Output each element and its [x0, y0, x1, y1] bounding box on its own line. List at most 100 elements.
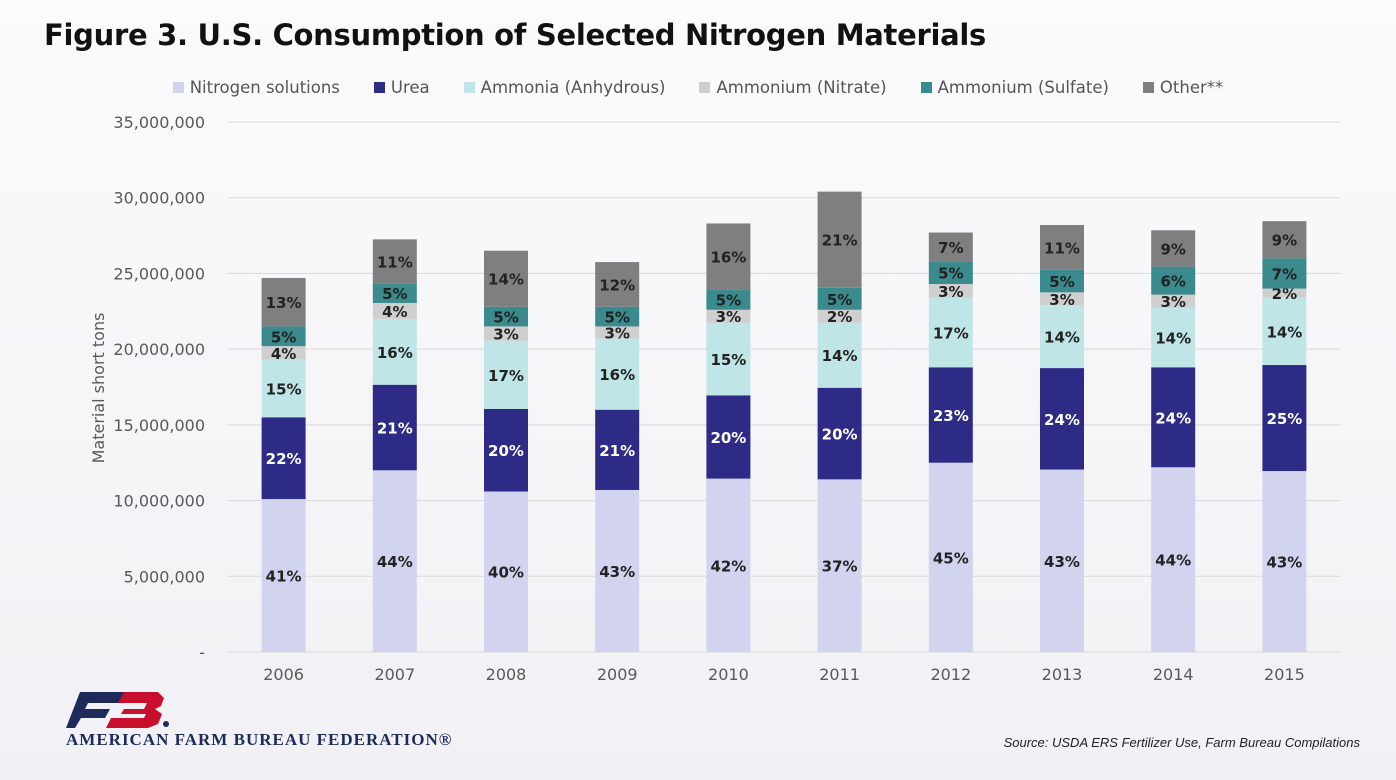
legend-swatch [373, 82, 385, 93]
legend-item: Ammonium (Nitrate) [699, 78, 887, 97]
legend-item: Other** [1142, 78, 1224, 97]
bar-segment [706, 478, 751, 652]
chart-legend: Nitrogen solutions Urea Ammonia (Anhydrous… [0, 78, 1396, 97]
x-tick-label: 2012 [930, 665, 971, 684]
bar-segment [928, 462, 973, 652]
bar-segment [1262, 471, 1307, 652]
bar-segment [372, 384, 417, 471]
data-label: 16% [599, 366, 635, 384]
data-label: 16% [710, 248, 746, 266]
data-label: 9% [1272, 232, 1297, 250]
bar-segment [1040, 292, 1084, 306]
y-tick-label: 15,000,000 [113, 416, 205, 435]
x-tick-label: 2008 [486, 665, 527, 684]
data-label: 40% [488, 564, 524, 582]
bar-segment [261, 417, 306, 500]
data-label: 5% [271, 328, 296, 346]
y-tick-label: 10,000,000 [113, 492, 205, 511]
legend-label: Ammonium (Nitrate) [716, 78, 887, 97]
bar-segment [595, 306, 640, 327]
data-label: 16% [377, 344, 413, 362]
bar-segment [1262, 288, 1307, 298]
bar-segment [372, 283, 417, 303]
bar-segment [372, 318, 417, 385]
legend-item: Ammonium (Sulfate) [920, 78, 1109, 97]
data-label: 9% [1160, 240, 1185, 258]
bar-segment [1151, 230, 1196, 267]
bar-segment [706, 223, 751, 290]
bar-segment [1151, 367, 1196, 468]
legend-label: Urea [390, 78, 430, 97]
data-label: 11% [1044, 239, 1080, 257]
y-tick-label: 30,000,000 [113, 189, 205, 208]
bar-segment [1262, 258, 1307, 289]
data-label: 4% [271, 345, 296, 363]
data-label: 5% [938, 265, 963, 283]
data-label: 24% [1155, 409, 1191, 427]
bar-segment [1040, 368, 1084, 470]
bar-segment [928, 232, 973, 262]
data-label: 5% [493, 309, 518, 327]
data-label: 3% [1049, 291, 1074, 309]
data-label: 14% [1044, 329, 1080, 347]
legend-swatch [920, 82, 932, 93]
data-label: 41% [266, 568, 302, 586]
data-label: 22% [266, 450, 302, 468]
data-label: 24% [1044, 411, 1080, 429]
bar-segment [1040, 269, 1084, 293]
bar-segment [1040, 224, 1084, 270]
legend-label: Ammonia (Anhydrous) [480, 78, 666, 97]
data-label: 44% [1155, 552, 1191, 570]
bar-segment [928, 297, 973, 368]
bar-segment [484, 340, 528, 409]
bar-segment [1151, 307, 1196, 368]
data-label: 21% [377, 420, 413, 438]
data-label: 3% [604, 324, 629, 342]
bar-segment [817, 287, 862, 310]
data-label: 11% [377, 253, 413, 271]
bar-segment [706, 309, 751, 323]
legend-label: Nitrogen solutions [189, 78, 340, 97]
data-label: 21% [599, 442, 635, 460]
data-label: 20% [488, 442, 524, 460]
bar-segment [261, 499, 306, 652]
bar-segment [1040, 305, 1084, 369]
bar-segment [261, 359, 306, 418]
legend-item: Urea [373, 78, 430, 97]
legend-swatch [463, 82, 475, 93]
data-label: 3% [493, 326, 518, 344]
data-label: 5% [716, 292, 741, 310]
bar-segment [595, 338, 640, 410]
data-label: 45% [933, 549, 969, 567]
bar-segment [484, 408, 528, 492]
organization-name: AMERICAN FARM BUREAU FEDERATION® [66, 730, 453, 749]
data-label: 14% [1266, 323, 1302, 341]
bar-segment [1262, 365, 1307, 472]
chart-title: Figure 3. U.S. Consumption of Selected N… [44, 18, 986, 52]
data-label: 2% [827, 308, 852, 326]
bar-segment [595, 326, 640, 339]
legend-label: Other** [1159, 78, 1224, 97]
data-label: 42% [710, 557, 746, 575]
bar-segment [484, 491, 528, 652]
data-label: 5% [604, 309, 629, 327]
bar-segment [817, 309, 862, 323]
bar-segment [706, 322, 751, 396]
bar-segment [928, 261, 973, 285]
data-label: 43% [1266, 554, 1302, 572]
bar-segment [1262, 297, 1307, 366]
legend-item: Nitrogen solutions [172, 78, 340, 97]
data-label: 37% [822, 558, 858, 576]
y-tick-label: 5,000,000 [124, 567, 205, 586]
data-label: 3% [716, 308, 741, 326]
bar-segment [1040, 469, 1084, 652]
data-label: 12% [599, 276, 635, 294]
bar-segment [817, 322, 862, 388]
data-label: 43% [1044, 553, 1080, 571]
bar-segment [484, 326, 528, 341]
legend-item: Ammonia (Anhydrous) [463, 78, 666, 97]
bar-segment [372, 302, 417, 319]
data-label: 3% [1160, 293, 1185, 311]
x-tick-label: 2006 [263, 665, 304, 684]
data-label: 14% [822, 347, 858, 365]
